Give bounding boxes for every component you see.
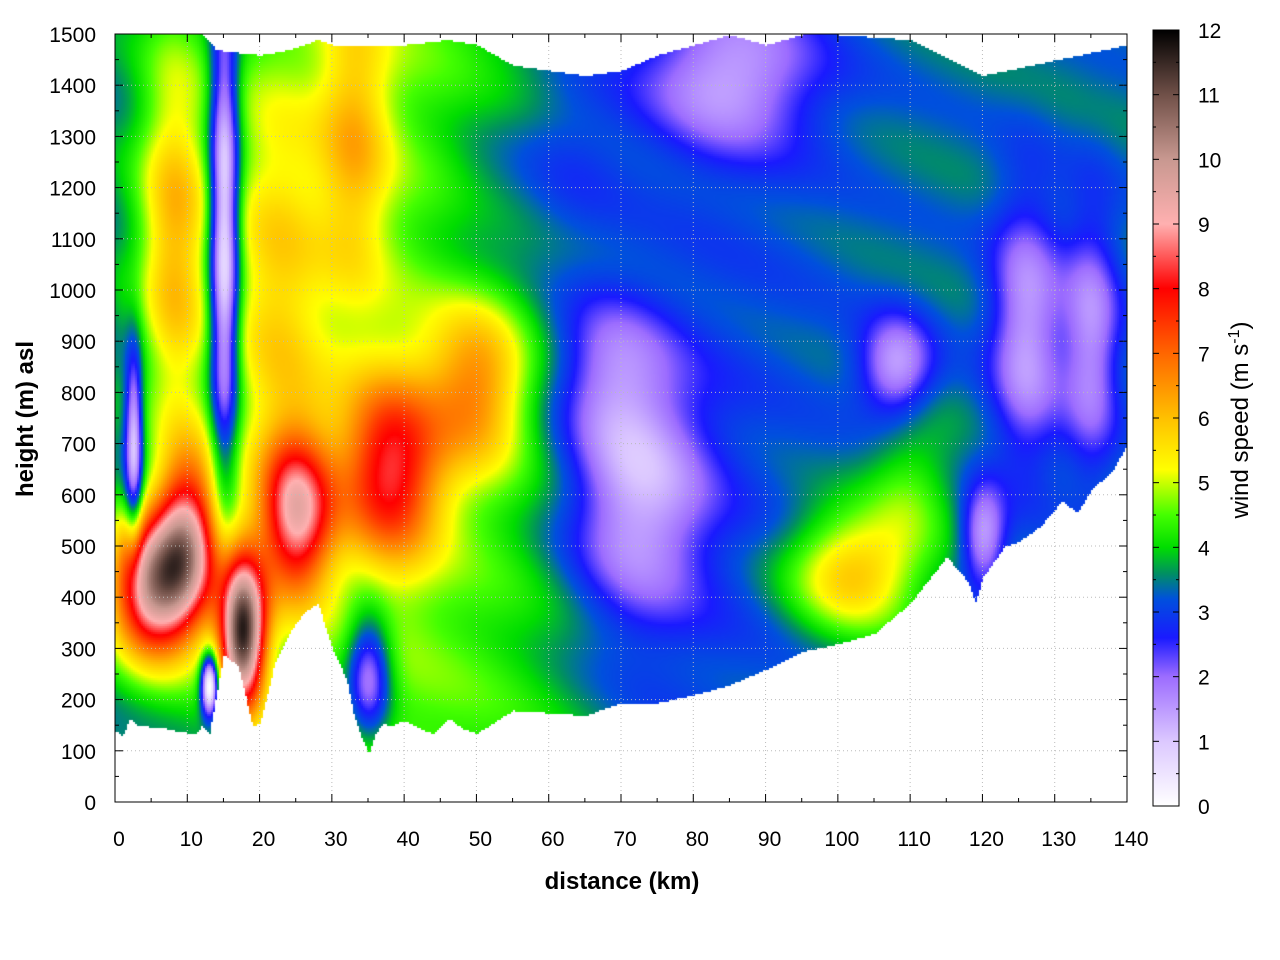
grid-lines [115, 34, 1127, 802]
y-tick-label: 100 [61, 741, 96, 764]
colorbar-tick-label: 7 [1198, 343, 1210, 366]
y-tick-label: 1000 [49, 280, 96, 303]
y-tick-label: 1400 [49, 75, 96, 98]
y-tick-label: 400 [61, 587, 96, 610]
colorbar-tick-label: 11 [1198, 85, 1220, 108]
y-tick-label: 500 [61, 536, 96, 559]
y-tick-label: 0 [84, 792, 96, 815]
x-axis: 0 10 20 30 40 50 60 70 80 90 100 110 120 130 140 [113, 34, 1149, 851]
colorbar-title-main: wind speed (m s [1227, 344, 1254, 520]
colorbar-tick-label: 1 [1198, 731, 1210, 754]
x-tick-label: 30 [324, 828, 347, 851]
x-tick-label: 20 [252, 828, 275, 851]
x-tick-label: 50 [469, 828, 492, 851]
y-tick-label: 300 [61, 638, 96, 661]
y-axis: 0 100 200 300 400 500 600 700 800 900 1000 1100 1200… [49, 24, 1127, 815]
colorbar-tick-label: 4 [1198, 537, 1210, 560]
colorbar-title-end: ) [1227, 322, 1254, 330]
x-axis-title: distance (km) [545, 868, 700, 895]
x-tick-label: 140 [1113, 828, 1148, 851]
colorbar-title-sup: -1 [1226, 329, 1243, 343]
x-tick-label: 70 [613, 828, 636, 851]
x-tick-label: 80 [686, 828, 709, 851]
y-tick-label: 1100 [51, 229, 96, 252]
x-tick-label: 120 [969, 828, 1004, 851]
colorbar-tick-label: 2 [1198, 667, 1210, 690]
colorbar-tick-label: 5 [1198, 473, 1210, 496]
colorbar-tick-label: 8 [1198, 279, 1210, 302]
y-tick-label: 600 [61, 485, 96, 508]
colorbar-tick-label: 6 [1198, 408, 1210, 431]
y-tick-label: 1500 [49, 24, 96, 47]
x-tick-label: 40 [396, 828, 419, 851]
x-tick-label: 110 [897, 828, 930, 851]
colorbar-tick-label: 0 [1198, 796, 1210, 819]
colorbar-title: wind speed (m s-1) [1226, 322, 1254, 520]
colorbar-tick-label: 3 [1198, 602, 1210, 625]
x-tick-label: 60 [541, 828, 564, 851]
colorbar-tick-label: 10 [1198, 149, 1221, 172]
y-tick-label: 1300 [49, 126, 96, 149]
y-tick-label: 1200 [49, 178, 96, 201]
y-tick-label: 200 [61, 690, 96, 713]
y-tick-label: 700 [61, 434, 96, 457]
x-tick-label: 90 [758, 828, 781, 851]
x-tick-label: 130 [1041, 828, 1076, 851]
colorbar-tick-label: 9 [1198, 214, 1210, 237]
x-tick-label: 100 [824, 828, 859, 851]
x-tick-label: 10 [180, 828, 203, 851]
y-axis-title: height (m) asl [12, 341, 39, 497]
x-tick-label: 0 [113, 828, 125, 851]
y-tick-label: 900 [61, 331, 96, 354]
y-tick-label: 800 [61, 382, 96, 405]
colorbar-tick-label: 12 [1198, 20, 1221, 43]
